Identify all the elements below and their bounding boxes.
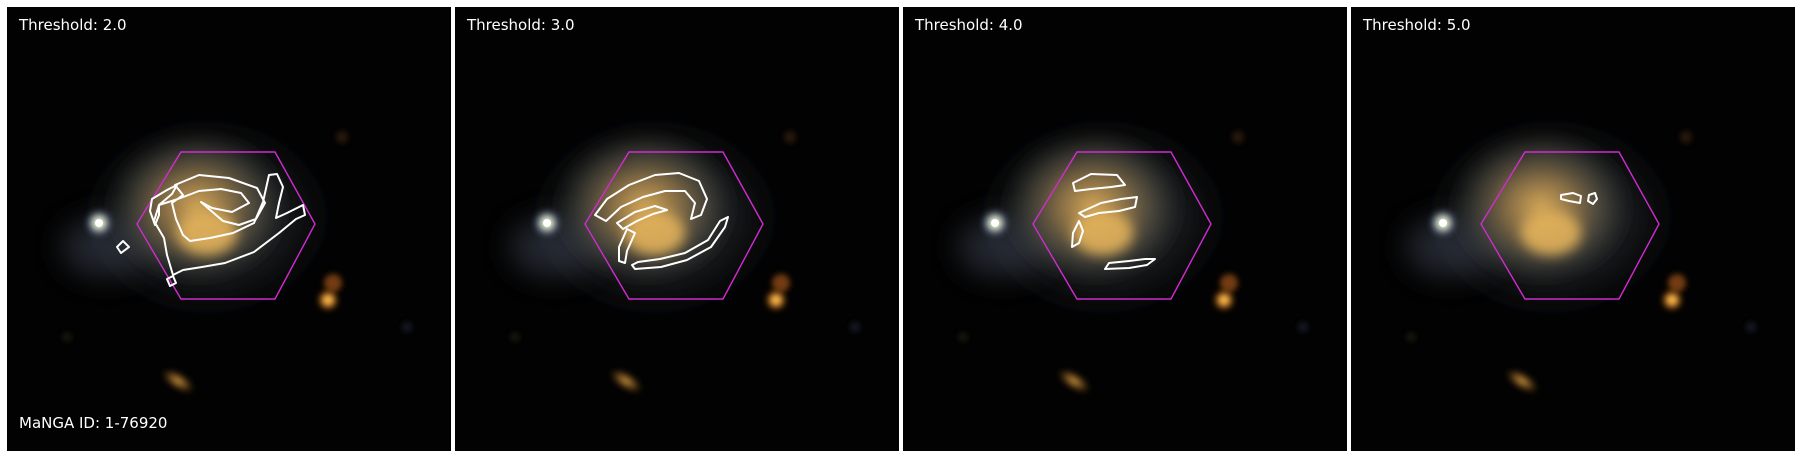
ifu-hexagon — [1480, 151, 1660, 300]
ifu-hexagon — [1032, 151, 1212, 300]
ifu-hexagon — [584, 151, 764, 300]
contour-set — [1560, 192, 1598, 205]
threshold-label: Threshold: 5.0 — [1363, 16, 1471, 34]
threshold-label: Threshold: 2.0 — [19, 16, 127, 34]
contour-outline — [618, 228, 636, 264]
contour-outline — [594, 172, 708, 222]
contour-outline — [631, 216, 729, 270]
contour-set — [1071, 173, 1156, 270]
contour-outline — [616, 205, 668, 230]
threshold-label: Threshold: 3.0 — [467, 16, 575, 34]
contour-set — [594, 172, 729, 270]
galaxy-panel-threshold-4: Threshold: 4.0 — [903, 7, 1347, 451]
contour-outline — [153, 173, 306, 276]
galaxy-image — [7, 7, 451, 451]
galaxy-image — [455, 7, 899, 451]
galaxy-panel-threshold-3: Threshold: 3.0 — [455, 7, 899, 451]
galaxy-image — [1351, 7, 1795, 451]
ifu-hexagon — [136, 151, 316, 300]
galaxy-image — [903, 7, 1347, 451]
galaxy-panel-threshold-5: Threshold: 5.0 — [1351, 7, 1795, 451]
contour-outline — [1071, 220, 1084, 248]
galaxy-id-label: MaNGA ID: 1-76920 — [19, 414, 168, 432]
contour-outline — [116, 240, 130, 254]
contour-outline — [1587, 192, 1598, 205]
contour-set — [116, 173, 306, 287]
contour-outline — [1560, 192, 1582, 204]
threshold-label: Threshold: 4.0 — [915, 16, 1023, 34]
contour-outline — [1078, 196, 1138, 218]
contour-outline — [166, 275, 177, 287]
contour-outline — [149, 184, 178, 226]
galaxy-panel-threshold-2: Threshold: 2.0 MaNGA ID: 1-76920 — [7, 7, 451, 451]
contour-outline — [1104, 258, 1156, 270]
contour-outline — [1072, 173, 1126, 192]
